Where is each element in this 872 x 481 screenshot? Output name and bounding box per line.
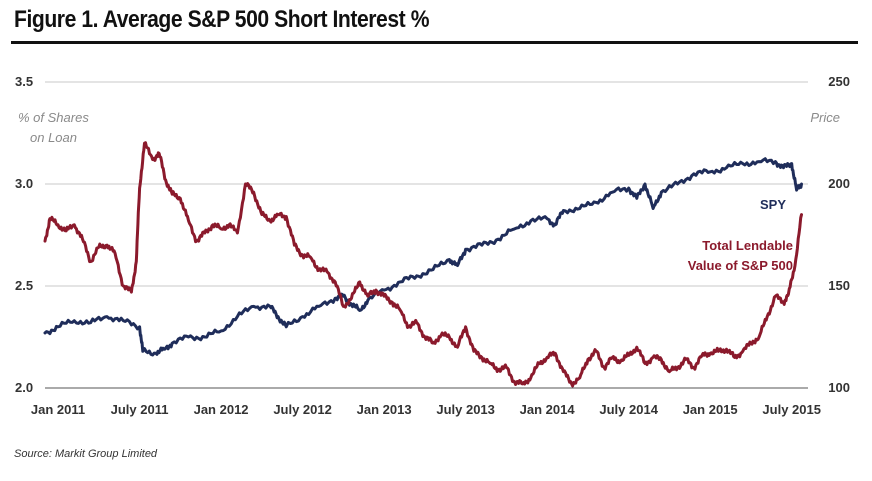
series-layer: [43, 141, 803, 388]
x-tick-label: July 2013: [436, 402, 495, 417]
spy-series-line: [43, 157, 803, 357]
right-tick-label: 100: [828, 380, 850, 395]
x-tick-label: Jan 2014: [520, 402, 576, 417]
chart-title: Figure 1. Average S&P 500 Short Interest…: [14, 6, 430, 33]
x-tick-label: July 2014: [599, 402, 658, 417]
left-tick-label: 2.5: [15, 278, 33, 293]
x-tick-label: Jan 2015: [683, 402, 738, 417]
lendable-series-label-line1: Total Lendable: [702, 238, 793, 253]
left-tick-label: 3.0: [15, 176, 33, 191]
left-axis-caption-line1: % of Shares: [18, 110, 89, 125]
grid-layer: [45, 81, 808, 389]
right-tick-label: 150: [828, 278, 850, 293]
lendable-series-line: [43, 141, 803, 388]
left-tick-label: 3.5: [15, 74, 33, 89]
x-tick-label: Jan 2012: [194, 402, 249, 417]
axis-layer: 3.5 3.0 2.5 2.0 250 200 150 100 Jan 2011 July 201…: [15, 74, 850, 417]
x-tick-label: July 2012: [273, 402, 332, 417]
lendable-series-label-line2: Value of S&P 500: [688, 258, 793, 273]
x-tick-label: Jan 2011: [31, 402, 85, 417]
source-note: Source: Markit Group Limited: [14, 448, 158, 460]
title-rule: [11, 41, 858, 44]
right-tick-label: 200: [828, 176, 850, 191]
spy-series-label: SPY: [760, 197, 786, 212]
x-tick-label: July 2015: [762, 402, 821, 417]
left-axis-caption-line2: on Loan: [30, 130, 77, 145]
right-axis-caption: Price: [810, 110, 840, 125]
x-tick-label: July 2011: [111, 402, 169, 417]
left-tick-label: 2.0: [15, 380, 33, 395]
x-tick-label: Jan 2013: [357, 402, 412, 417]
right-tick-label: 250: [828, 74, 850, 89]
